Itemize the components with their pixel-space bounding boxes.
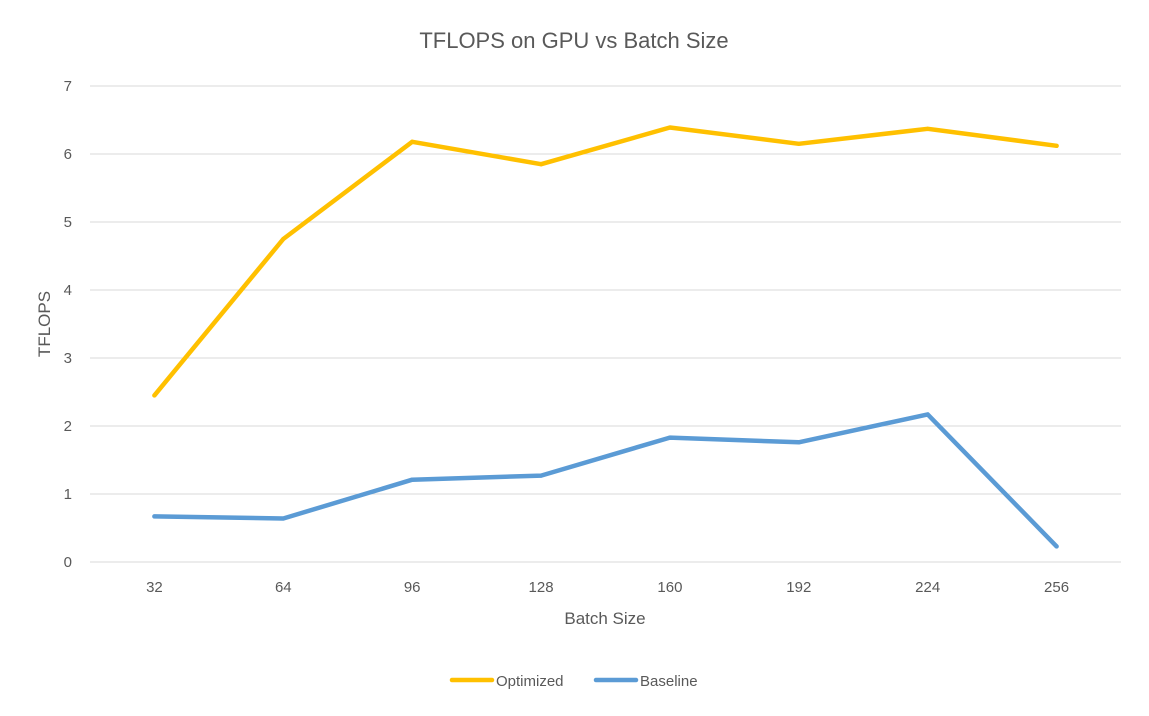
series-line-optimized [152,125,1059,398]
series-lines [152,125,1059,549]
y-tick-label: 2 [64,418,72,435]
data-point [925,412,930,417]
chart-title: TFLOPS on GPU vs Batch Size [419,28,728,53]
y-tick-label: 6 [64,146,72,163]
series-line-baseline [152,412,1059,549]
legend-entry: Optimized [496,673,564,690]
data-point [925,126,930,131]
data-point [539,162,544,167]
data-point [539,473,544,478]
x-axis-label: Batch Size [564,609,645,628]
data-point [281,516,286,521]
legend: Optimized Baseline [449,673,698,690]
y-axis-label: TFLOPS [35,291,54,357]
y-tick-label: 7 [64,78,72,95]
x-tick-label: 128 [529,579,554,596]
legend-entry: Baseline [640,673,698,690]
data-point [152,514,157,519]
x-tick-label: 64 [275,579,292,596]
x-axis-ticks: 32 64 96 128 160 192 224 256 [146,579,1069,596]
data-point [667,125,672,130]
y-tick-label: 0 [64,554,72,571]
data-point [410,139,415,144]
data-point [1054,544,1059,549]
y-tick-label: 3 [64,350,72,367]
data-point [410,477,415,482]
x-tick-label: 32 [146,579,163,596]
data-point [281,237,286,241]
x-tick-label: 192 [786,579,811,596]
x-tick-label: 96 [404,579,421,596]
data-point [1054,143,1059,148]
x-tick-label: 160 [657,579,682,596]
data-point [796,440,801,445]
y-tick-label: 4 [64,282,72,299]
data-point [796,141,801,146]
y-tick-label: 5 [64,214,72,231]
x-tick-label: 224 [915,579,940,596]
y-tick-label: 1 [64,486,72,503]
x-tick-label: 256 [1044,579,1069,596]
data-point [667,435,672,440]
y-axis-ticks: 0 1 2 3 4 5 6 7 [64,78,72,571]
gridlines [90,85,1121,563]
data-point [152,393,157,398]
